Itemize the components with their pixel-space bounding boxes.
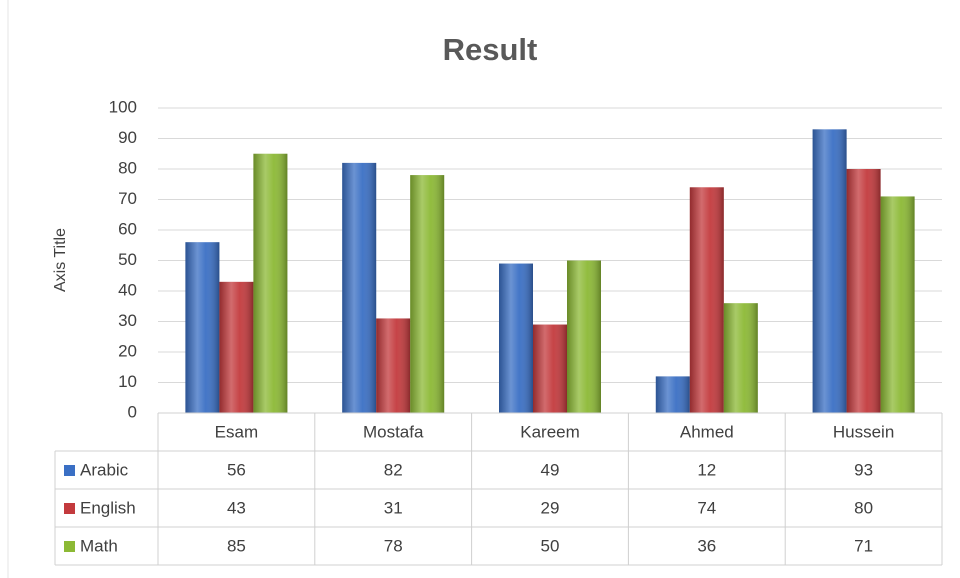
y-tick-label: 60 (118, 219, 137, 238)
bar-shade (342, 162, 377, 413)
table-value: 29 (541, 498, 560, 517)
table-value: 36 (697, 536, 716, 555)
bar-shade (689, 187, 724, 413)
y-tick-label: 0 (128, 402, 137, 421)
x-tick-label: Hussein (833, 422, 894, 441)
y-tick-label: 70 (118, 189, 137, 208)
legend-label: English (80, 498, 136, 517)
legend-label: Arabic (80, 460, 129, 479)
table-value: 31 (384, 498, 403, 517)
legend-label: Math (80, 536, 118, 555)
bar-shade (219, 281, 254, 413)
y-tick-label: 90 (118, 128, 137, 147)
table-value: 74 (697, 498, 716, 517)
y-tick-label: 50 (118, 250, 137, 269)
legend-key (64, 503, 75, 514)
bar-shade (567, 260, 601, 413)
table-value: 80 (854, 498, 873, 517)
x-tick-label: Ahmed (680, 422, 734, 441)
y-axis-title: Axis Title (52, 228, 69, 292)
y-tick-label: 100 (109, 97, 137, 116)
x-tick-label: Esam (215, 422, 258, 441)
table-value: 78 (384, 536, 403, 555)
table-value: 12 (697, 460, 716, 479)
bar-shade (655, 376, 690, 413)
table-value: 82 (384, 460, 403, 479)
bar-shade (499, 263, 533, 413)
table-value: 43 (227, 498, 246, 517)
bar-shade (533, 324, 567, 413)
bar-shade (253, 153, 288, 413)
x-tick-label: Kareem (520, 422, 580, 441)
table-value: 49 (541, 460, 560, 479)
bar-shade (185, 242, 220, 413)
bar-shade (880, 196, 915, 413)
table-value: 56 (227, 460, 246, 479)
x-tick-label: Mostafa (363, 422, 424, 441)
legend-key (64, 541, 75, 552)
table-value: 93 (854, 460, 873, 479)
y-tick-label: 80 (118, 158, 137, 177)
y-tick-label: 10 (118, 372, 137, 391)
y-tick-label: 20 (118, 341, 137, 360)
bar-shade (723, 303, 758, 413)
bar-shade (812, 129, 847, 413)
bar-shade (846, 169, 881, 413)
table-value: 85 (227, 536, 246, 555)
table-value: 71 (854, 536, 873, 555)
bar-shade (376, 318, 411, 413)
bar-shade (410, 175, 445, 413)
chart-title: Result (443, 32, 538, 67)
y-tick-label: 30 (118, 311, 137, 330)
table-value: 50 (541, 536, 560, 555)
legend-key (64, 465, 75, 476)
y-tick-label: 40 (118, 280, 137, 299)
